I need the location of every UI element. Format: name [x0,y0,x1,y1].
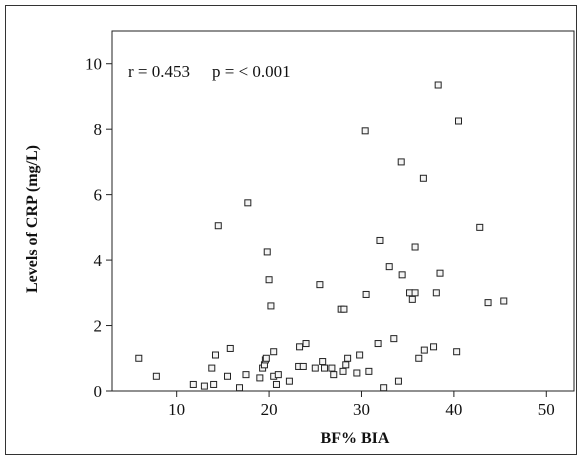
data-point-35 [330,371,338,379]
data-point-64 [436,269,444,277]
data-point-1 [152,372,160,380]
data-point-12 [244,199,252,207]
p-value-annotation: p = < 0.001 [212,62,291,81]
data-point-48 [380,384,388,392]
data-point-13 [256,374,264,382]
data-point-31 [316,281,324,289]
data-point-52 [397,158,405,166]
data-point-67 [476,223,484,231]
x-tick-label-30: 30 [353,400,370,419]
data-point-41 [353,369,361,377]
data-point-32 [319,358,327,366]
data-point-56 [411,243,419,251]
data-point-66 [455,117,462,125]
data-point-17 [262,354,270,362]
y-tick-label-10: 10 [85,55,102,74]
data-point-47 [376,236,384,244]
data-point-51 [394,377,402,385]
y-axis-title: Levels of CRP (mg/L) [24,145,41,293]
data-point-58 [415,354,423,362]
plot-border [111,30,575,392]
data-point-62 [432,289,440,297]
x-tick-label-40: 40 [445,400,462,419]
data-point-30 [311,364,319,372]
correlation-r-annotation: r = 0.453 [128,62,190,81]
data-point-24 [274,371,282,379]
data-point-49 [385,263,393,271]
data-point-0 [135,354,143,362]
x-axis-title: BF% BIA [321,430,390,447]
data-point-40 [344,354,352,362]
data-point-46 [374,340,382,348]
data-point-23 [272,380,280,388]
data-point-6 [211,351,219,359]
data-point-42 [356,351,364,359]
data-point-29 [302,340,310,348]
data-point-28 [299,362,307,370]
data-point-39 [342,361,350,369]
y-tick-label-6: 6 [94,186,103,205]
data-point-22 [270,348,278,356]
y-tick-label-2: 2 [94,317,103,336]
y-tick-label-4: 4 [94,251,103,270]
data-point-11 [242,371,250,379]
data-point-68 [484,299,492,307]
data-point-44 [362,290,370,298]
data-point-45 [365,367,373,375]
data-point-19 [265,276,273,284]
data-point-33 [321,364,329,372]
data-point-27 [296,343,304,351]
data-point-18 [263,248,271,256]
data-point-3 [200,382,208,390]
data-point-43 [361,127,369,135]
x-tick-label-20: 20 [261,400,278,419]
data-point-20 [267,302,275,310]
data-point-38 [339,367,347,375]
data-point-5 [210,380,218,388]
data-point-55 [408,295,416,303]
data-point-4 [208,364,216,372]
data-point-61 [430,343,438,351]
data-point-57 [411,289,419,297]
data-point-59 [419,174,427,182]
data-point-50 [390,335,398,343]
y-tick-label-8: 8 [94,120,103,139]
data-point-7 [214,222,222,230]
data-point-60 [420,346,428,354]
data-point-8 [224,372,231,380]
data-point-69 [500,297,508,305]
data-point-37 [340,305,348,313]
data-point-63 [434,81,442,89]
data-point-10 [236,384,244,392]
data-point-53 [398,271,406,279]
y-tick-label-0: 0 [94,382,103,401]
x-tick-label-50: 50 [538,400,555,419]
plot-area: 0 2 4 6 8 10 10 20 30 40 50 [85,30,575,419]
data-point-34 [328,364,336,372]
data-point-2 [189,380,197,388]
x-tick-label-10: 10 [168,400,185,419]
data-point-25 [285,377,293,385]
data-point-65 [453,348,461,356]
data-point-9 [226,344,234,352]
